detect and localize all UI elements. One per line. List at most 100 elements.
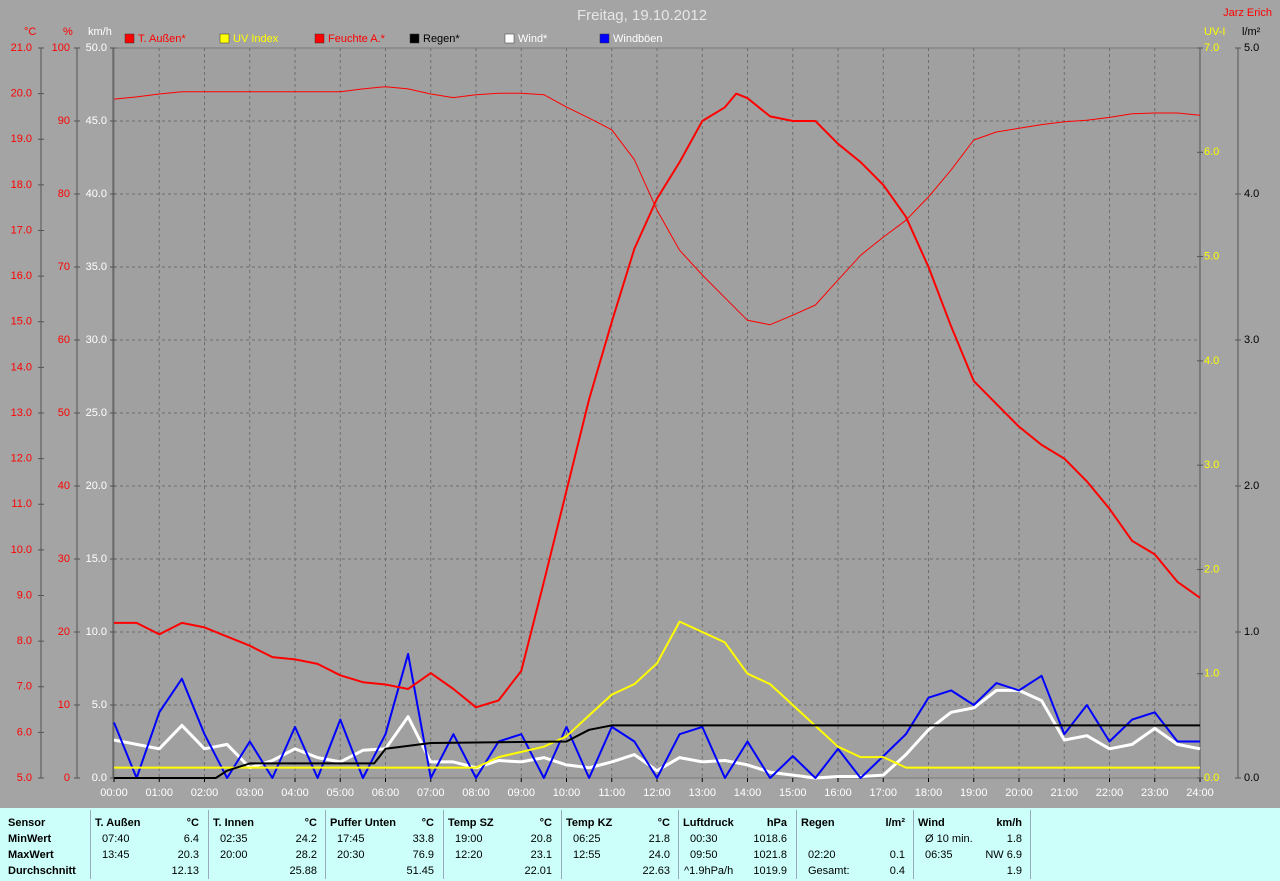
series-line: [114, 620, 1200, 769]
cell-value: 1.9: [1006, 865, 1022, 877]
cell-value: 0.1: [889, 849, 905, 861]
x-tick-label: 06:00: [372, 787, 400, 799]
y-tick-label: 15.0: [11, 316, 32, 328]
cell-value: 12.13: [171, 865, 199, 877]
x-tick-label: 09:00: [507, 787, 535, 799]
axis-label: °C: [24, 26, 36, 38]
cell-time: 20:00: [220, 849, 248, 861]
x-tick-label: 02:00: [191, 787, 219, 799]
y-tick-label: 5.0: [17, 772, 32, 784]
legend-swatch: [599, 33, 610, 44]
row-label: MaxWert: [8, 849, 54, 861]
y-tick-label: 25.0: [86, 407, 107, 419]
legend-swatch: [409, 33, 420, 44]
column-unit: °C: [657, 817, 670, 829]
y-tick-label: 16.0: [11, 270, 32, 282]
cell-value: NW 6.9: [985, 849, 1022, 861]
cell-value: 22.63: [642, 865, 670, 877]
x-tick-label: 19:00: [960, 787, 988, 799]
y-tick-label: 12.0: [11, 453, 32, 465]
y-tick-label: 11.0: [11, 498, 32, 510]
column-unit: °C: [304, 817, 317, 829]
y-tick-label: 60: [58, 334, 70, 346]
y-tick-label: 0: [64, 772, 70, 784]
cell-value: 25.88: [289, 865, 317, 877]
column-name: Puffer Unten: [330, 817, 396, 829]
chart: Freitag, 19.10.2012 Jarz Erich 00:00 01:0…: [11, 7, 1272, 799]
y-tick-label: 20.0: [86, 480, 107, 492]
column-name: Regen: [801, 817, 835, 829]
legend-swatch: [219, 33, 230, 44]
y-tick-label: 10.0: [11, 544, 32, 556]
column-separator: [443, 810, 444, 879]
y-tick-label: 21.0: [11, 42, 32, 54]
cell-value: 23.1: [530, 849, 552, 861]
cell-value: 33.8: [412, 833, 434, 845]
column-separator: [678, 810, 679, 879]
y-tick-label: 70: [58, 261, 70, 273]
series-line: [113, 652, 1200, 779]
legend-swatch: [314, 33, 325, 44]
x-tick-label: 21:00: [1050, 787, 1078, 799]
cell-value: 22.01: [524, 865, 552, 877]
cell-value: 1021.8: [753, 849, 787, 861]
y-tick-label: 20.0: [11, 88, 32, 100]
column-separator: [325, 810, 326, 879]
x-tick-label: 13:00: [688, 787, 716, 799]
column-separator: [208, 810, 209, 879]
x-tick-label: 05:00: [326, 787, 354, 799]
y-tick-label: 15.0: [86, 553, 107, 565]
x-tick-label: 24:00: [1186, 787, 1214, 799]
x-tick-label: 17:00: [869, 787, 897, 799]
y-tick-label: 6.0: [17, 726, 32, 738]
y-tick-label: 100: [52, 42, 70, 54]
column-separator: [1030, 810, 1031, 879]
author: Jarz Erich: [1223, 7, 1272, 19]
column-name: T. Außen: [95, 817, 141, 829]
axis-label: UV-I: [1204, 26, 1225, 38]
y-tick-label: 14.0: [11, 361, 32, 373]
legend-swatch: [504, 33, 515, 44]
x-tick-label: 18:00: [915, 787, 943, 799]
legend-label: Regen*: [423, 33, 460, 45]
legend-label: Windböen: [613, 33, 663, 45]
y-tick-label: 3.0: [1244, 334, 1259, 346]
column-name: Wind: [918, 817, 945, 829]
column-name: Temp SZ: [448, 817, 494, 829]
y-tick-label: 30.0: [86, 334, 107, 346]
column-unit: °C: [186, 817, 199, 829]
cell-time: 12:20: [455, 849, 483, 861]
axis-label: l/m²: [1242, 26, 1261, 38]
y-tick-label: 90: [58, 115, 70, 127]
cell-time: 13:45: [102, 849, 130, 861]
series-line: [113, 86, 1201, 326]
y-tick-label: 17.0: [11, 224, 32, 236]
y-tick-label: 2.0: [1204, 563, 1219, 575]
x-tick-label: 10:00: [553, 787, 581, 799]
cell-value: 21.8: [648, 833, 670, 845]
y-tick-label: 7.0: [1204, 42, 1219, 54]
y-tick-label: 80: [58, 188, 70, 200]
y-tick-label: 7.0: [17, 681, 32, 693]
y-tick-label: 9.0: [17, 589, 32, 601]
x-tick-label: 07:00: [417, 787, 445, 799]
cell-value: 24.2: [295, 833, 317, 845]
y-tick-label: 1.0: [1244, 626, 1259, 638]
cell-time: Ø 10 min.: [925, 833, 973, 845]
row-label: Durchschnitt: [8, 865, 76, 877]
cell-time: 12:55: [573, 849, 601, 861]
column-unit: l/m²: [885, 817, 905, 829]
legend-label: Feuchte A.*: [328, 33, 386, 45]
row-label: MinWert: [8, 833, 52, 845]
y-tick-label: 2.0: [1244, 480, 1259, 492]
series-line: [114, 92, 1201, 709]
x-tick-label: 22:00: [1096, 787, 1124, 799]
cell-value: 51.45: [406, 865, 434, 877]
y-tick-label: 13.0: [11, 407, 32, 419]
cell-time: 20:30: [337, 849, 365, 861]
cell-time: 17:45: [337, 833, 365, 845]
y-tick-label: 6.0: [1204, 146, 1219, 158]
y-tick-label: 40: [58, 480, 70, 492]
row-label: Sensor: [8, 817, 46, 829]
cell-time: 02:20: [808, 849, 836, 861]
